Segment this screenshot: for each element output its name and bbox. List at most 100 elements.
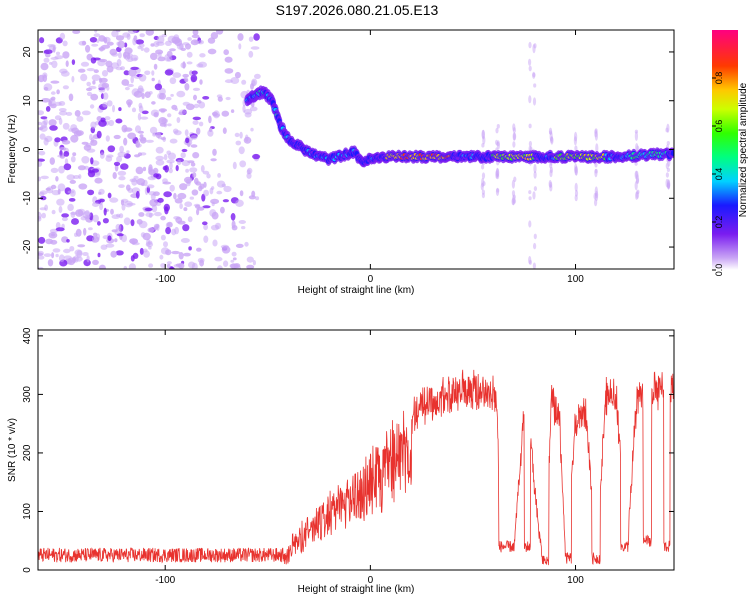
streak-blob [636, 189, 640, 195]
noise-blob [160, 137, 166, 141]
noise-blob [252, 260, 256, 266]
noise-blob [196, 100, 202, 104]
streak-blob [496, 124, 500, 129]
noise-blob [147, 240, 153, 245]
noise-blob [231, 263, 236, 269]
noise-blob [180, 62, 187, 69]
noise-blob [39, 37, 45, 44]
noise-blob [173, 192, 177, 200]
noise-blob [123, 127, 133, 132]
noise-blob [38, 266, 44, 269]
noise-blob [153, 63, 158, 70]
noise-blob [170, 93, 174, 97]
noise-blob [234, 132, 240, 138]
noise-blob [135, 190, 140, 199]
noise-blob [238, 220, 246, 224]
noise-blob [103, 207, 107, 216]
colorbar-label: Normalized spectral amplitude [738, 82, 749, 217]
noise-blob [148, 245, 152, 250]
noise-blob [235, 243, 244, 248]
noise-blob [77, 165, 86, 171]
noise-blob [162, 181, 172, 185]
streak-blob [496, 173, 500, 180]
noise-blob [190, 144, 198, 148]
noise-blob [250, 46, 260, 50]
streak-blob [532, 44, 536, 54]
noise-blob [151, 70, 155, 76]
spectrogram-area [38, 30, 674, 269]
noise-blob [136, 219, 143, 225]
noise-blob [135, 39, 144, 45]
noise-blob [217, 173, 222, 178]
noise-blob [191, 34, 200, 39]
noise-blob [239, 131, 243, 139]
noise-blob [173, 130, 182, 136]
noise-blob [80, 61, 90, 67]
noise-blob [61, 213, 69, 218]
noise-blob [80, 73, 88, 82]
noise-blob [190, 39, 199, 46]
noise-blob [176, 117, 181, 123]
noise-blob [239, 160, 247, 168]
noise-blob [183, 207, 188, 212]
noise-blob [76, 250, 83, 258]
streak-blob [512, 198, 517, 204]
streak-blob [594, 168, 598, 178]
noise-blob [197, 40, 204, 45]
noise-blob [167, 113, 172, 118]
noise-blob [157, 35, 165, 44]
noise-blob [238, 146, 245, 155]
noise-blob [84, 214, 91, 220]
colorbar-tick-label: 0.6 [714, 120, 724, 133]
noise-blob [101, 44, 111, 49]
noise-blob [164, 69, 174, 76]
noise-blob [78, 183, 88, 190]
noise-blob [255, 196, 260, 201]
noise-blob [149, 199, 158, 207]
noise-blob [171, 104, 178, 110]
noise-blob [164, 206, 169, 215]
noise-blob [81, 156, 90, 164]
noise-blob [233, 265, 241, 269]
y-tick-label: 100 [22, 503, 33, 520]
noise-blob [111, 229, 118, 233]
noise-blob [160, 263, 167, 268]
noise-blob [120, 199, 125, 206]
noise-blob [137, 112, 142, 121]
noise-blob [190, 135, 198, 140]
noise-blob [198, 121, 204, 127]
noise-blob [88, 85, 97, 90]
y-tick-label: -20 [22, 239, 33, 254]
spectrogram-xlabel: Height of straight line (km) [298, 285, 415, 296]
noise-blob [248, 50, 254, 58]
noise-blob [185, 168, 190, 173]
noise-blob [150, 109, 160, 117]
noise-blob [43, 253, 52, 257]
noise-blob [155, 155, 164, 161]
colorbar-gradient [712, 30, 738, 270]
noise-blob [239, 190, 244, 197]
noise-blob [48, 231, 58, 239]
noise-blob [118, 51, 122, 59]
noise-blob [58, 117, 63, 125]
noise-blob [91, 236, 96, 242]
noise-blob [184, 129, 189, 137]
noise-blob [106, 41, 114, 46]
colorbar-tick-label: 0.0 [714, 264, 724, 277]
streak-blob [481, 164, 485, 170]
noise-blob [86, 91, 93, 97]
streak-blob [511, 179, 515, 189]
snr-xlabel: Height of straight line (km) [298, 584, 415, 595]
streak-blob [574, 194, 578, 202]
noise-blob [106, 100, 113, 107]
noise-blob [145, 139, 154, 143]
noise-blob [127, 53, 133, 58]
noise-blob [46, 186, 54, 194]
noise-blob [207, 129, 214, 137]
noise-blob [167, 123, 172, 127]
noise-blob [97, 252, 101, 258]
noise-blob [83, 144, 92, 151]
streak-blob [528, 65, 532, 72]
